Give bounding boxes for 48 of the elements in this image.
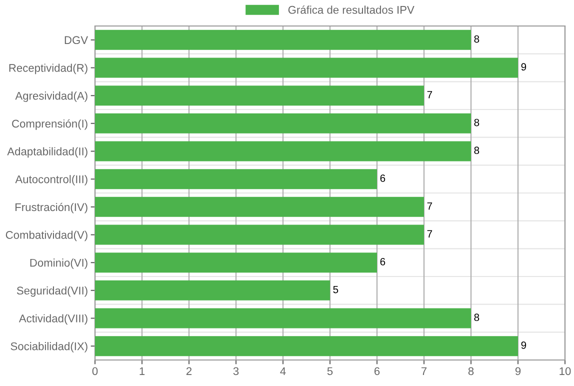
y-tick-label: Sociabilidad(IX) [10, 342, 88, 352]
bar [95, 86, 424, 106]
bar [95, 308, 471, 328]
x-tick-label: 8 [468, 367, 474, 376]
data-label: 9 [521, 342, 526, 349]
y-tick-label: DGV [64, 36, 88, 44]
legend-label: Gráfica de resultados IPV [288, 6, 414, 14]
data-label: 6 [380, 258, 386, 266]
data-label: 6 [380, 174, 386, 182]
data-label: 7 [427, 202, 432, 210]
bar [95, 30, 471, 50]
data-label: 8 [474, 146, 480, 154]
y-tick-label: Frustración(IV) [16, 202, 88, 214]
y-tick-label: Receptividad(R) [9, 64, 88, 74]
x-tick-label: 5 [327, 367, 333, 376]
bar [95, 252, 377, 273]
x-tick-label: 0 [92, 367, 98, 376]
y-tick-label: Dominio(VI) [30, 258, 88, 269]
data-label: 9 [521, 63, 526, 71]
data-label: 8 [474, 118, 480, 126]
bar [95, 196, 424, 217]
x-tick-label: 2 [186, 367, 192, 375]
data-label: 8 [474, 314, 480, 322]
x-tick-label: 1 [140, 367, 145, 375]
y-tick-label: Adaptabilidad(II) [7, 147, 88, 158]
y-tick-label: Autocontrol(III) [15, 175, 88, 186]
data-label: 7 [427, 230, 432, 238]
data-label: 5 [333, 286, 338, 294]
bar [95, 58, 518, 78]
y-tick-label: Actividad(VIII) [18, 314, 88, 325]
bar [95, 169, 377, 190]
x-tick-label: 9 [515, 367, 521, 376]
y-tick-label: Seguridad(VII) [16, 286, 88, 297]
bar [95, 113, 471, 134]
bar [95, 280, 330, 300]
x-tick-label: 4 [280, 367, 286, 375]
bar [95, 141, 471, 162]
bar [95, 336, 518, 356]
x-tick-label: 6 [374, 367, 380, 376]
data-label: 7 [427, 91, 432, 98]
y-tick-label: Comprensión(I) [12, 119, 88, 130]
x-tick-label: 7 [421, 367, 427, 375]
x-tick-label: 10 [560, 367, 571, 376]
y-tick-label: Combatividad(V) [6, 230, 88, 242]
data-label: 8 [474, 35, 480, 43]
y-tick-label: Agresividad(A) [15, 92, 88, 102]
bar [95, 224, 424, 245]
x-tick-label: 3 [233, 367, 239, 376]
